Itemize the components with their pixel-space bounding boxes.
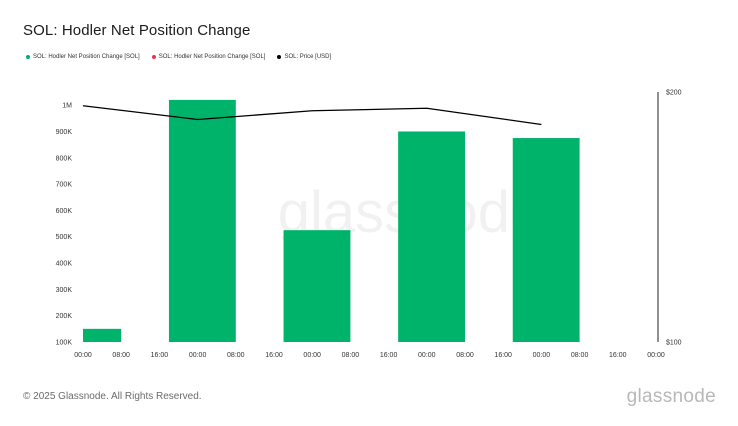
x-tick-label: 16:00 bbox=[609, 352, 627, 359]
legend-item-price[interactable]: SOL: Price [USD] bbox=[277, 54, 331, 60]
left-axis: 100K 200K 300K 400K 500K 600K 700K 800K 900K 1M bbox=[56, 103, 73, 347]
right-tick-label: $200 bbox=[666, 90, 682, 97]
left-tick-label: 500K bbox=[56, 234, 73, 241]
bar-3 bbox=[398, 131, 465, 342]
legend-item-net-position-green[interactable]: SOL: Hodler Net Position Change [SOL] bbox=[26, 54, 140, 60]
x-tick-label: 00:00 bbox=[189, 352, 207, 359]
x-tick-label: 00:00 bbox=[303, 352, 321, 359]
glassnode-logo[interactable]: glassnode bbox=[626, 386, 716, 407]
legend-swatch-black bbox=[277, 55, 282, 59]
left-tick-label: 100K bbox=[56, 340, 73, 347]
legend-swatch-green bbox=[26, 55, 30, 59]
right-axis: $100 $200 bbox=[657, 90, 682, 347]
price-line-group bbox=[82, 105, 542, 126]
left-tick-label: 800K bbox=[56, 155, 73, 162]
left-tick-label: 200K bbox=[56, 313, 73, 320]
x-tick-label: 16:00 bbox=[380, 352, 398, 359]
bar-2 bbox=[283, 230, 351, 342]
left-tick-label: 700K bbox=[56, 182, 73, 189]
chart-title: SOL: Hodler Net Position Change bbox=[23, 22, 251, 39]
left-tick-label: 300K bbox=[56, 287, 73, 294]
x-tick-label: 16:00 bbox=[494, 352, 512, 359]
x-tick-label: 16:00 bbox=[265, 352, 283, 359]
left-tick-label: 400K bbox=[56, 261, 73, 268]
copyright-text: © 2025 Glassnode. All Rights Reserved. bbox=[23, 391, 202, 402]
x-tick-label: 08:00 bbox=[227, 352, 245, 359]
left-tick-label: 1M bbox=[62, 103, 72, 110]
x-tick-label: 00:00 bbox=[647, 352, 665, 359]
price-line bbox=[82, 105, 542, 126]
x-tick-label: 08:00 bbox=[342, 352, 360, 359]
x-tick-label: 00:00 bbox=[74, 352, 92, 359]
legend-label: SOL: Hodler Net Position Change [SOL] bbox=[158, 54, 266, 60]
legend-label: SOL: Price [USD] bbox=[284, 54, 332, 60]
legend: SOL: Hodler Net Position Change [SOL] SO… bbox=[26, 54, 331, 60]
bar-0 bbox=[83, 328, 122, 342]
legend-swatch-red bbox=[151, 55, 156, 59]
x-axis: 00:00 08:00 16:00 00:00 08:00 16:00 00:00 08:00… bbox=[74, 352, 665, 359]
x-tick-label: 00:00 bbox=[418, 352, 436, 359]
x-tick-label: 08:00 bbox=[112, 352, 130, 359]
right-tick-label: $100 bbox=[666, 340, 682, 347]
x-tick-label: 16:00 bbox=[151, 352, 169, 359]
legend-item-net-position-red[interactable]: SOL: Hodler Net Position Change [SOL] bbox=[151, 54, 266, 60]
x-tick-label: 08:00 bbox=[456, 352, 474, 359]
bar-group bbox=[83, 99, 580, 342]
left-tick-label: 900K bbox=[56, 129, 73, 136]
left-tick-label: 600K bbox=[56, 208, 73, 215]
bar-4 bbox=[512, 138, 580, 342]
bar-1 bbox=[168, 99, 236, 342]
x-tick-label: 08:00 bbox=[571, 352, 589, 359]
legend-label: SOL: Hodler Net Position Change [SOL] bbox=[33, 54, 140, 60]
x-tick-label: 00:00 bbox=[533, 352, 551, 359]
